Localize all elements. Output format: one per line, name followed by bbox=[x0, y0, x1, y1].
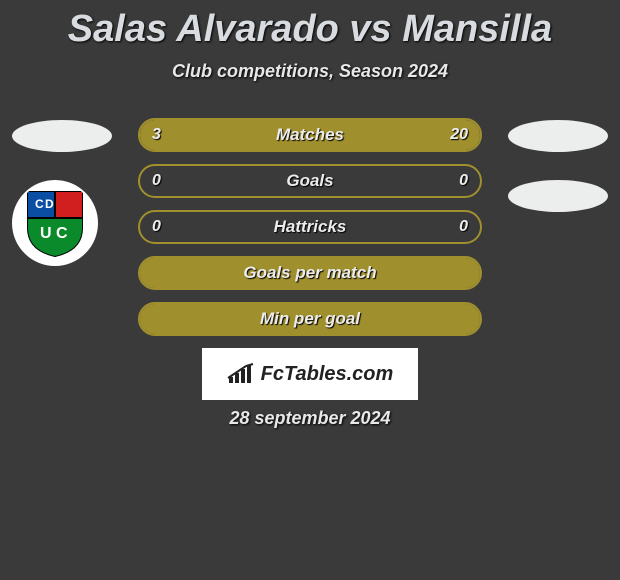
right-player-column bbox=[508, 120, 608, 240]
stat-row: 00Hattricks bbox=[138, 210, 482, 244]
stat-row: 320Matches bbox=[138, 118, 482, 152]
bar-chart-icon bbox=[227, 363, 255, 385]
page-subtitle: Club competitions, Season 2024 bbox=[0, 61, 620, 82]
stat-label: Matches bbox=[140, 125, 480, 145]
stat-label: Min per goal bbox=[140, 309, 480, 329]
left-player-column: C D U C bbox=[12, 120, 112, 266]
stat-row: Goals per match bbox=[138, 256, 482, 290]
stat-label: Goals bbox=[140, 171, 480, 191]
svg-text:D: D bbox=[45, 197, 54, 211]
club-badge-left: C D U C bbox=[12, 180, 98, 266]
svg-text:U: U bbox=[40, 225, 52, 242]
page-title: Salas Alvarado vs Mansilla bbox=[0, 0, 620, 51]
footer-date: 28 september 2024 bbox=[0, 408, 620, 429]
stat-label: Hattricks bbox=[140, 217, 480, 237]
player-avatar-placeholder bbox=[12, 120, 112, 152]
svg-text:C: C bbox=[56, 225, 68, 242]
stat-row: Min per goal bbox=[138, 302, 482, 336]
player-avatar-placeholder bbox=[508, 120, 608, 152]
stat-label: Goals per match bbox=[140, 263, 480, 283]
shield-icon: C D U C bbox=[24, 188, 86, 258]
stat-row: 00Goals bbox=[138, 164, 482, 198]
stats-panel: 320Matches 00Goals 00Hattricks Goals per ma… bbox=[138, 118, 482, 348]
club-avatar-placeholder bbox=[508, 180, 608, 212]
source-logo-text: FcTables.com bbox=[261, 363, 394, 386]
source-logo: FcTables.com bbox=[202, 348, 418, 400]
svg-text:C: C bbox=[35, 197, 44, 211]
